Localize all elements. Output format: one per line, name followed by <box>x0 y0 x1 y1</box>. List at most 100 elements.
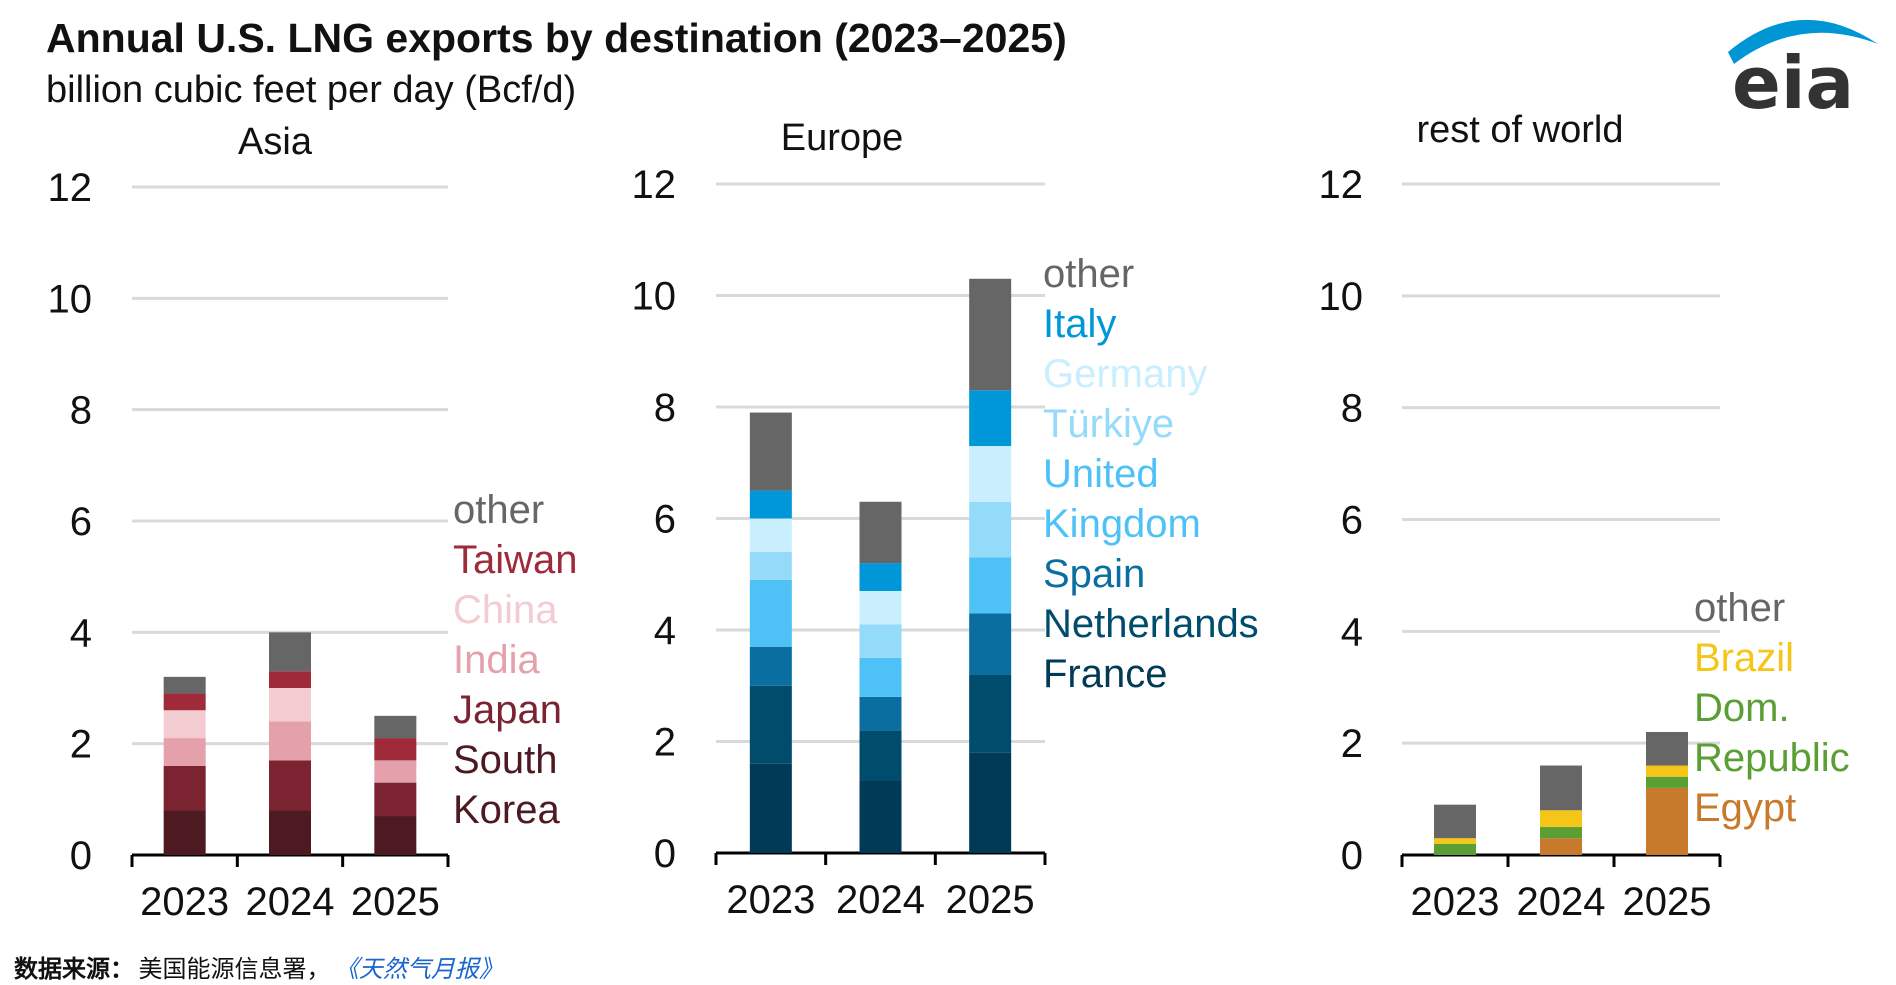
panel-title-asia: Asia <box>238 121 313 163</box>
bar-segment <box>269 810 311 855</box>
legend-label: Japan <box>453 688 562 732</box>
legend-label: Spain <box>1043 552 1145 596</box>
bar-segment <box>859 657 902 697</box>
bar-segment <box>969 557 1012 614</box>
bar-segment <box>163 693 206 711</box>
bar-segment <box>269 760 311 811</box>
bar-segment <box>859 624 902 658</box>
legend-label: Egypt <box>1694 786 1796 830</box>
y-tick-label: 8 <box>70 389 92 433</box>
bar-segment <box>1646 787 1688 855</box>
bar-segment <box>749 551 792 580</box>
bar-segment <box>859 696 902 731</box>
bar-segment <box>969 278 1012 391</box>
bar-segment <box>969 446 1012 502</box>
bar-segment <box>749 579 792 647</box>
bar-segment <box>969 752 1012 853</box>
eia-logo: eia <box>1728 19 1878 125</box>
y-tick-label: 6 <box>70 500 92 544</box>
panel-asia: Asia 0 2 4 6 8 10 12 2023 2024 2025 other Taiwan Chin… <box>48 121 578 924</box>
bar-segment <box>969 674 1012 753</box>
legend-label: Republic <box>1694 736 1850 780</box>
bar-segment <box>1540 810 1582 828</box>
bar-segment <box>374 816 417 855</box>
chart-title: Annual U.S. LNG exports by destination (… <box>46 15 1067 61</box>
legend-label: India <box>453 638 540 682</box>
bar-segment <box>969 613 1012 675</box>
y-tick-label: 6 <box>1341 499 1363 543</box>
bar-segment <box>859 590 902 625</box>
bar-segment <box>374 760 417 783</box>
panel-rest-of-world: rest of world 0 2 4 6 8 10 12 2023 2024 2025 other B… <box>1319 109 1850 924</box>
bar-segment <box>859 501 902 564</box>
x-tick-label: 2024 <box>246 880 335 924</box>
bar-segment <box>374 738 417 761</box>
x-tick-label: 2025 <box>946 878 1035 922</box>
x-tick-label: 2023 <box>1411 880 1500 924</box>
bar-segment <box>1646 731 1688 766</box>
legend-label: South <box>453 738 558 782</box>
bar-segment <box>374 715 417 739</box>
bar-segment <box>1434 843 1476 855</box>
bar-segment <box>163 676 206 694</box>
y-tick-label: 12 <box>1319 163 1364 207</box>
panel-title-rest-of-world: rest of world <box>1417 109 1624 151</box>
y-tick-label: 4 <box>654 609 676 653</box>
legend-label: Dom. <box>1694 686 1790 730</box>
bar-segment <box>269 671 311 688</box>
y-tick-label: 8 <box>1341 387 1363 431</box>
y-tick-label: 10 <box>48 277 93 321</box>
eia-logo-text: eia <box>1732 41 1854 125</box>
bar-segment <box>1646 776 1688 788</box>
bar-segment <box>859 780 902 853</box>
bar-segment <box>163 710 206 739</box>
legend-label: Korea <box>453 788 560 832</box>
y-tick-label: 4 <box>70 611 92 655</box>
bar-segment <box>859 730 902 781</box>
bar-segment <box>749 412 792 491</box>
bar-segment <box>163 810 206 855</box>
bar-segment <box>1540 827 1582 839</box>
legend-label: other <box>453 488 544 532</box>
source-publication: 《天然气月报》 <box>335 955 503 983</box>
bar-segment <box>859 563 902 591</box>
y-tick-label: 12 <box>632 163 677 207</box>
x-tick-label: 2025 <box>351 880 440 924</box>
bar-segment <box>749 763 792 853</box>
legend-label: Kingdom <box>1043 502 1201 546</box>
bar-segment <box>1434 804 1476 839</box>
x-tick-label: 2023 <box>140 880 229 924</box>
source-agency: 美国能源信息署， <box>138 955 330 983</box>
bar-segment <box>1540 765 1582 811</box>
bar-segment <box>969 501 1012 558</box>
x-tick-label: 2023 <box>726 878 815 922</box>
y-tick-label: 12 <box>48 166 93 210</box>
bar-segment <box>969 390 1012 447</box>
legend-label: Taiwan <box>453 538 578 582</box>
source-note: 数据来源： 美国能源信息署， 《天然气月报》 <box>14 955 503 983</box>
chart-subtitle: billion cubic feet per day (Bcf/d) <box>46 69 576 111</box>
bar-segment <box>163 765 206 811</box>
legend-label: France <box>1043 652 1168 696</box>
svg-text:数据来源： 美国能源信息署， 《天然: 数据来源： 美国能源信息署， 《天然气月报》 <box>14 955 503 983</box>
legend-label: Germany <box>1043 352 1208 396</box>
legend-label: United <box>1043 452 1159 496</box>
y-tick-label: 10 <box>632 275 677 319</box>
legend-label: other <box>1043 252 1134 296</box>
source-label: 数据来源： <box>14 955 134 983</box>
bar-segment <box>1646 765 1688 777</box>
y-tick-label: 0 <box>70 834 92 878</box>
x-tick-label: 2024 <box>836 878 925 922</box>
panel-europe: Europe 0 2 4 6 8 10 12 2023 2024 2025 other Italy Ger… <box>632 117 1259 922</box>
y-tick-label: 2 <box>654 721 676 765</box>
y-tick-label: 0 <box>654 832 676 876</box>
bar-segment <box>749 490 792 519</box>
bar-segment <box>374 782 417 817</box>
legend-label: Türkiye <box>1043 402 1174 446</box>
legend-label: Netherlands <box>1043 602 1259 646</box>
bar-segment <box>269 688 311 722</box>
legend-label: Brazil <box>1694 636 1794 680</box>
legend-label: Italy <box>1043 302 1116 346</box>
